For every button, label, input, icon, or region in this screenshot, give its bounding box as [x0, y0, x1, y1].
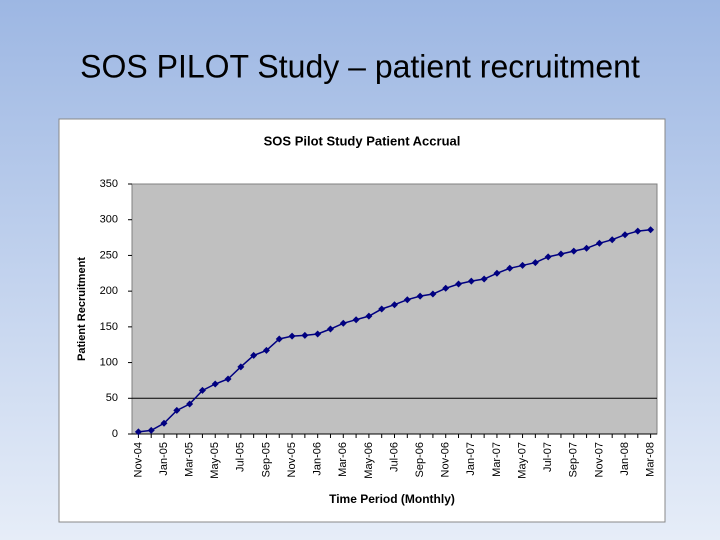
data-point	[352, 316, 360, 324]
y-axis-title: Patient Recruitment	[76, 257, 88, 361]
data-point	[608, 236, 616, 244]
data-point	[506, 264, 514, 272]
x-tick-label: Mar-05	[184, 442, 196, 477]
chart-title: SOS Pilot Study Patient Accrual	[264, 133, 461, 148]
x-tick-label: May-06	[363, 442, 375, 479]
data-point	[237, 363, 245, 371]
x-tick-label: Jan-08	[619, 442, 631, 476]
data-point	[326, 325, 334, 333]
x-tick-label: Nov-04	[132, 442, 144, 477]
y-tick-label: 300	[100, 214, 118, 226]
y-tick-label: 0	[112, 428, 118, 440]
data-point	[493, 269, 501, 277]
y-tick-label: 200	[100, 285, 118, 297]
x-tick-label: Jan-07	[465, 442, 477, 476]
data-point	[570, 247, 578, 255]
y-tick-label: 150	[100, 321, 118, 333]
y-tick-label: 350	[100, 178, 118, 190]
data-point	[544, 253, 552, 261]
data-point	[429, 290, 437, 298]
slide-title: SOS PILOT Study – patient recruitment	[80, 48, 640, 84]
x-tick-label: Nov-06	[440, 442, 452, 477]
data-point	[455, 280, 463, 288]
x-tick-label: May-07	[516, 442, 528, 479]
data-point	[583, 244, 591, 252]
x-tick-label: Mar-07	[491, 442, 503, 477]
data-point	[211, 380, 219, 388]
x-tick-label: Nov-05	[286, 442, 298, 477]
data-point	[186, 400, 194, 408]
data-point	[275, 335, 283, 343]
x-tick-label: Jul-06	[388, 442, 400, 472]
data-point	[621, 231, 629, 239]
data-point	[224, 375, 232, 383]
x-tick-label: Jan-05	[158, 442, 170, 476]
x-tick-label: Nov-07	[593, 442, 605, 477]
data-point	[416, 292, 424, 300]
x-tick-label: Sep-06	[414, 442, 426, 477]
data-point	[480, 275, 488, 283]
data-point	[314, 330, 322, 338]
y-tick-label: 100	[100, 356, 118, 368]
x-tick-label: Sep-05	[260, 442, 272, 477]
x-axis-title: Time Period (Monthly)	[329, 492, 455, 506]
x-tick-label: Mar-08	[645, 442, 657, 477]
data-point	[134, 428, 142, 436]
y-tick-label: 250	[100, 249, 118, 261]
data-point	[595, 239, 603, 247]
x-tick-label: Jan-06	[312, 442, 324, 476]
data-point	[288, 332, 296, 340]
data-point	[557, 250, 565, 258]
data-point	[198, 386, 206, 394]
x-tick-label: Jul-07	[542, 442, 554, 472]
plot-area	[131, 183, 658, 435]
data-point	[531, 259, 539, 267]
data-point	[442, 284, 450, 292]
data-point	[147, 426, 155, 434]
data-point	[647, 226, 655, 234]
x-tick-label: Sep-07	[568, 442, 580, 477]
x-tick-label: Jul-05	[235, 442, 247, 472]
y-tick-label: 50	[106, 392, 118, 404]
data-point	[519, 261, 527, 269]
data-point	[467, 277, 475, 285]
data-point	[160, 419, 168, 427]
data-point	[173, 406, 181, 414]
data-point	[339, 319, 347, 327]
data-point	[378, 305, 386, 313]
x-tick-label: Mar-06	[337, 442, 349, 477]
data-point	[391, 301, 398, 309]
data-point	[403, 296, 411, 304]
data-point	[262, 346, 270, 354]
x-tick-label: May-05	[209, 442, 221, 479]
data-point	[250, 351, 258, 359]
data-point	[365, 312, 373, 320]
data-point	[634, 227, 642, 235]
data-point	[301, 331, 309, 339]
